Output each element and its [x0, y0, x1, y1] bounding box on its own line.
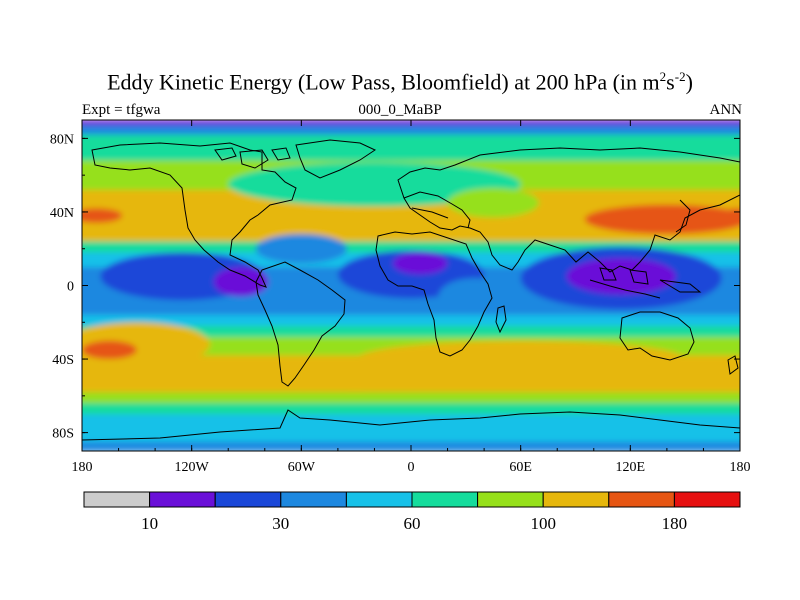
colorbar-label: 30: [272, 514, 289, 533]
colorbar-box: [673, 491, 741, 508]
title-close-paren: ): [685, 69, 693, 95]
x-tick-label: 180: [730, 460, 751, 475]
field-feature: [392, 252, 448, 275]
field-feature: [283, 362, 430, 393]
colorbar-label: 10: [141, 514, 158, 533]
x-tick-label: 0: [408, 460, 415, 475]
coastline-new-zealand: [727, 355, 739, 375]
field-feature: [82, 340, 137, 360]
chart-title: Eddy Kinetic Energy (Low Pass, Bloomfiel…: [0, 64, 800, 95]
title-superscript-minus2: -2: [674, 69, 686, 84]
coastline-madagascar: [495, 305, 507, 334]
coastline-japan: [675, 199, 691, 233]
field-feature: [447, 188, 539, 218]
coastline-australia: [619, 311, 695, 361]
y-tick-label: 40N: [50, 206, 74, 221]
field-feature: [213, 267, 269, 297]
colorbar-label: 180: [662, 514, 688, 533]
colorbar-label: 60: [404, 514, 421, 533]
colorbar-box: [477, 491, 544, 508]
colorbar-box: [280, 491, 347, 508]
y-tick-label: 0: [67, 280, 74, 295]
coastline-north-america: [91, 142, 297, 288]
field-feature: [255, 234, 348, 264]
coastline-africa: [375, 231, 493, 357]
colorbar-box: [149, 491, 216, 508]
zonal-band: [82, 149, 740, 161]
field-layer: [82, 120, 740, 451]
x-tick-label: 120W: [175, 460, 210, 475]
experiment-label: Expt = tfgwa: [82, 102, 161, 118]
coastline-south-america: [255, 261, 346, 387]
x-tick-label: 60E: [509, 460, 532, 475]
colorbar-box: [83, 491, 151, 508]
zonal-band: [82, 241, 740, 253]
zonal-band: [82, 211, 740, 231]
zonal-band: [82, 125, 740, 136]
y-tick-label: 80S: [52, 427, 74, 442]
colorbar-box: [542, 491, 610, 508]
y-tick-label: 80N: [50, 132, 74, 147]
axes: 180 120W 60W 0 60E 120E 180 80N 40N 0 40S 80S: [50, 120, 751, 475]
time-label: 000_0_MaBP: [358, 102, 442, 118]
title-unit-s: s: [666, 69, 675, 95]
x-tick-label: 120E: [616, 460, 646, 475]
coastline-indonesia: [589, 267, 702, 299]
coastline-greenland: [295, 139, 377, 179]
field-feature: [228, 162, 521, 207]
zonal-band: [82, 134, 740, 150]
colorbar-box: [214, 491, 282, 508]
colorbar-box: [411, 491, 479, 508]
colorbar-box: [345, 491, 413, 508]
x-tick-label: 180: [72, 460, 93, 475]
zonal-band: [82, 428, 740, 443]
season-label: ANN: [709, 102, 743, 118]
zonal-band: [82, 230, 740, 242]
x-tick-label: 60W: [288, 460, 316, 475]
y-tick-label: 40S: [52, 353, 74, 368]
contour-field: [82, 120, 740, 451]
zonal-band: [82, 325, 740, 338]
coastline-antarctica: [82, 409, 740, 451]
coastline-europe: [403, 191, 471, 229]
colorbar-label: 100: [530, 514, 556, 533]
title-text: Eddy Kinetic Energy (Low Pass, Bloomfiel…: [107, 69, 660, 95]
field-feature: [356, 340, 686, 378]
coastline-eurasia: [397, 147, 740, 273]
field-feature: [721, 208, 740, 223]
field-feature: [438, 278, 512, 315]
field-feature: [566, 257, 677, 295]
coastline-arctic-islands: [214, 147, 291, 169]
colorbar-box: [608, 491, 675, 508]
field-feature: [82, 322, 210, 367]
field-feature: [584, 204, 740, 235]
title-superscript-2: 2: [659, 69, 667, 84]
field-feature: [82, 208, 123, 223]
zonal-band: [82, 392, 740, 404]
coastline-outlines: [82, 139, 740, 451]
colorbar: 10 30 60 100 180: [83, 491, 741, 533]
zonal-band: [82, 403, 740, 415]
zonal-band: [82, 314, 740, 327]
zonal-band: [82, 303, 740, 316]
